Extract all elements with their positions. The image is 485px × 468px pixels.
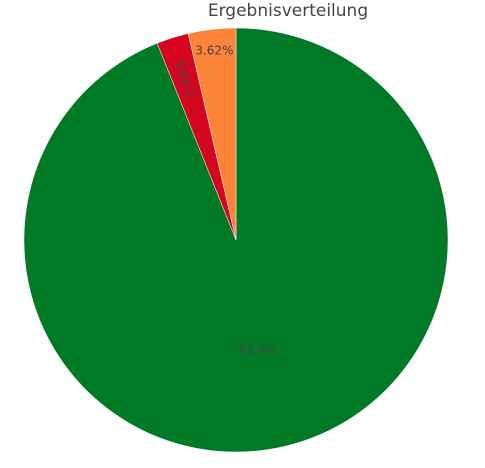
pie-slices <box>23 27 449 453</box>
pie-value-label-0: 93.9% <box>238 343 276 357</box>
pie-slice-2 <box>187 27 237 241</box>
pie-value-label-2: 3.62% <box>195 43 233 57</box>
chart-title: Ergebnisverteilung <box>207 1 369 21</box>
